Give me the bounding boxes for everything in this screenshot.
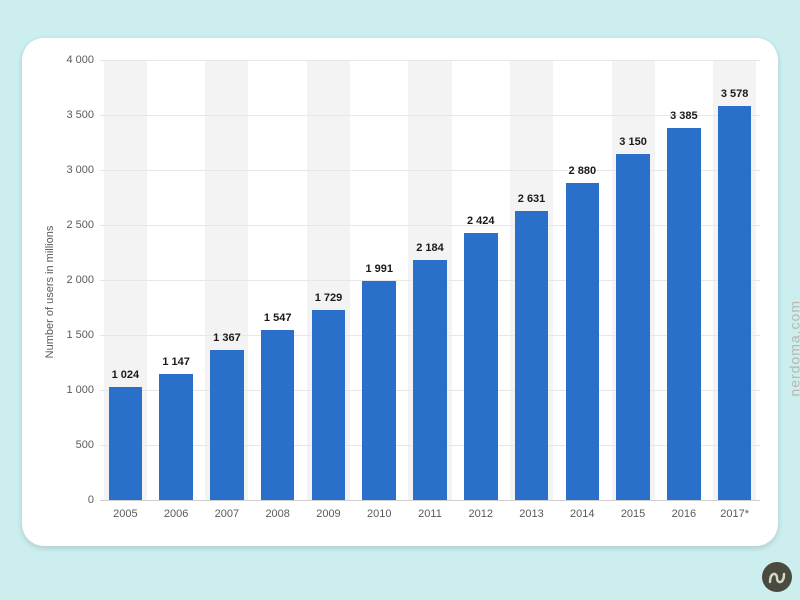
bar-value-label: 3 385	[654, 110, 714, 122]
bar	[109, 387, 143, 500]
y-tick-label: 2 500	[48, 219, 94, 231]
y-tick-label: 1 500	[48, 329, 94, 341]
bar-value-label: 1 367	[197, 332, 257, 344]
bar-value-label: 2 184	[400, 242, 460, 254]
bar-value-label: 1 991	[349, 263, 409, 275]
chart-card: Number of users in millions 05001 0001 5…	[22, 38, 778, 546]
brand-watermark: nerdoma.com	[787, 300, 800, 397]
bar-value-label: 2 880	[552, 165, 612, 177]
bar	[261, 330, 295, 500]
y-tick-label: 4 000	[48, 54, 94, 66]
bar	[515, 211, 549, 500]
gridline	[100, 225, 760, 226]
y-tick-label: 3 500	[48, 109, 94, 121]
brand-badge-icon	[762, 562, 792, 592]
bar	[362, 281, 396, 500]
y-tick-label: 2 000	[48, 274, 94, 286]
x-tick-label: 2017*	[705, 508, 765, 520]
y-tick-label: 3 000	[48, 164, 94, 176]
y-tick-label: 1 000	[48, 384, 94, 396]
bar-value-label: 3 150	[603, 136, 663, 148]
bar	[667, 128, 701, 500]
y-tick-label: 0	[48, 494, 94, 506]
bar-value-label: 2 631	[502, 193, 562, 205]
gridline	[100, 60, 760, 61]
bar	[312, 310, 346, 500]
bar-value-label: 1 547	[248, 312, 308, 324]
bar-value-label: 2 424	[451, 215, 511, 227]
gridline	[100, 170, 760, 171]
bar	[413, 260, 447, 500]
y-tick-label: 500	[48, 439, 94, 451]
bar	[616, 154, 650, 501]
bar	[718, 106, 752, 500]
bar-value-label: 3 578	[705, 88, 765, 100]
bar	[159, 374, 193, 500]
bar-value-label: 1 147	[146, 356, 206, 368]
bar-value-label: 1 729	[298, 292, 358, 304]
x-axis-line	[100, 500, 760, 501]
bar	[566, 183, 600, 500]
bar	[210, 350, 244, 500]
chart-plot-area: 05001 0001 5002 0002 5003 0003 5004 0001…	[100, 60, 760, 500]
bar-value-label: 1 024	[95, 369, 155, 381]
bar	[464, 233, 498, 500]
